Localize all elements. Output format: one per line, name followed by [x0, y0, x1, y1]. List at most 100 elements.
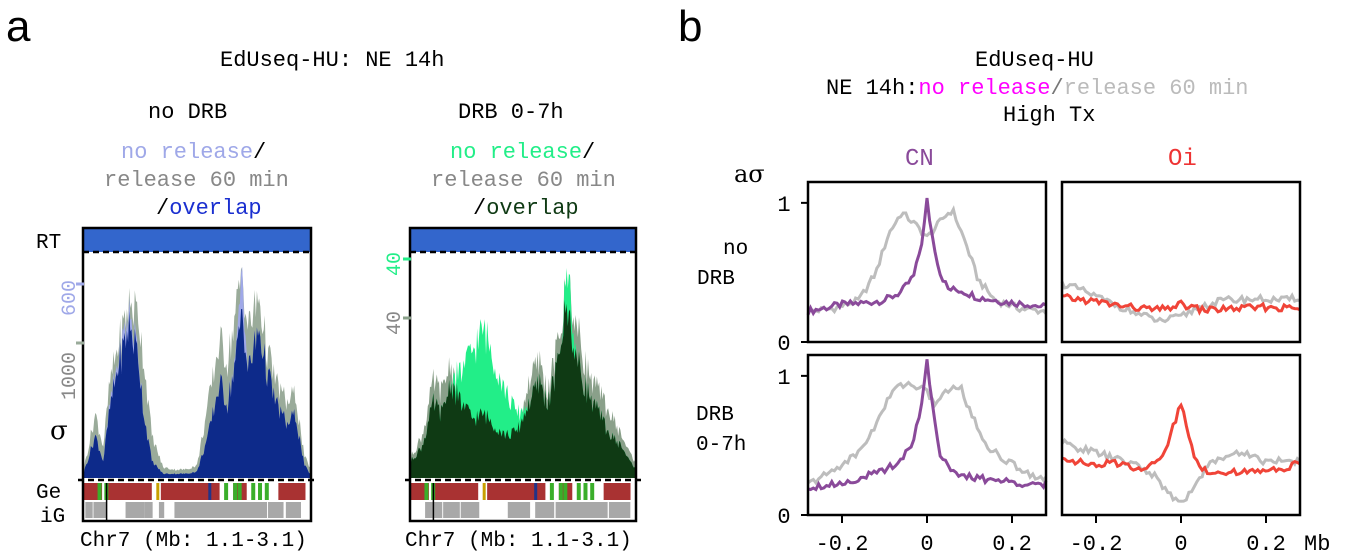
intergenic-block: [174, 502, 187, 518]
y-tick-label: 0: [777, 505, 790, 530]
plot-frame: [408, 226, 638, 523]
intergenic-block: [591, 502, 598, 518]
line-no-release: [806, 197, 1047, 317]
gene-block: [106, 483, 152, 500]
line-release-60min: [1060, 437, 1301, 503]
intergenic-block: [555, 502, 560, 518]
intergenic-block: [231, 502, 242, 518]
gene-green-mark: [97, 483, 102, 500]
gene-green-mark: [233, 483, 238, 500]
panel-b-ylabel: aσ: [734, 160, 765, 188]
legend-separator: /: [582, 140, 596, 165]
plot-frame: [81, 226, 313, 523]
y-tick-label: 0: [777, 332, 790, 357]
panel-a-right-condition: DRB 0-7h: [458, 100, 564, 125]
intergenic-block: [537, 502, 543, 518]
column-title-cn: CN: [905, 146, 934, 173]
area-series: [411, 268, 635, 478]
plot-frame: [1060, 180, 1302, 344]
area-overlap: [411, 299, 635, 478]
intergenic-block: [158, 502, 165, 518]
tick-label-600: 600: [59, 280, 82, 316]
gene-green-mark: [237, 483, 242, 500]
gene-yellow-mark: [482, 483, 486, 500]
line-no-release: [1061, 402, 1301, 477]
gene-green-mark: [576, 483, 581, 500]
line-no-release: [1062, 293, 1301, 316]
gene-green-mark: [558, 483, 563, 500]
panel-letter-a: a: [6, 2, 31, 51]
row-label-ge: Ge: [36, 482, 62, 505]
panel-a-right-xlabel: Chr7 (Mb: 1.1-3.1): [405, 530, 632, 553]
panel-a-right-legend-row3: /overlap: [473, 196, 579, 221]
intergenic-block: [517, 502, 521, 518]
gene-green-mark: [563, 483, 568, 500]
row-label-no-drb-1: no: [723, 238, 749, 261]
plot-frame: [806, 180, 1048, 344]
panel-a-left-legend-row1: no release/: [121, 140, 266, 165]
x-tick-label: -0.2: [816, 532, 869, 557]
panel-b-subtitle-line3: High Tx: [1003, 103, 1096, 128]
row-label-sigma: σ: [50, 416, 68, 446]
gene-green-mark: [258, 483, 263, 500]
legend-release: release 60 min: [104, 168, 289, 193]
intergenic-block: [601, 502, 608, 518]
panel-b-subtitle: NE 14h:no release/release 60 min: [826, 76, 1249, 101]
subtitle-release: release 60 min: [1063, 76, 1249, 101]
intergenic-block: [546, 502, 554, 518]
intergenic-block: [286, 502, 299, 518]
intergenic-block: [137, 502, 145, 518]
tick-label-40-bottom: 40: [384, 311, 407, 335]
intergenic-block: [427, 502, 443, 518]
panel-a-left-legend-row3: /overlap: [156, 196, 262, 221]
x-tick-label: 0.2: [992, 532, 1032, 557]
row-label-rt: RT: [36, 232, 62, 255]
legend-overlap: overlap: [486, 196, 579, 221]
gene-track: [84, 483, 306, 520]
panel-a-left-plot: 600 1000: [59, 226, 316, 523]
tick-label-40-top: 40: [384, 252, 407, 276]
row-label-no-drb-2: DRB: [697, 268, 735, 291]
subtitle-separator: /: [1050, 76, 1064, 101]
legend-separator: /: [473, 196, 487, 221]
panel-b-plots: 0 1 0 1 -0.2 0 0.2 -0.2 0 0.2 Mb: [777, 180, 1330, 557]
gene-green-mark: [224, 483, 229, 500]
area-overlap: [84, 308, 310, 478]
x-tick-label: 0: [920, 532, 933, 557]
intergenic-block: [93, 502, 107, 518]
gene-green-mark: [424, 483, 429, 500]
intergenic-block: [189, 502, 197, 518]
legend-release: release 60 min: [431, 168, 616, 193]
row-label-drb-2: 0-7h: [696, 434, 747, 457]
legend-no-release: no release: [450, 140, 583, 165]
subtitle-no-release: no release: [918, 76, 1051, 101]
gene-block: [433, 483, 479, 500]
intergenic-block: [146, 502, 150, 518]
panel-a-left-xlabel: Chr7 (Mb: 1.1-3.1): [80, 530, 307, 553]
panel-a-title: EdUseq-HU: NE 14h: [220, 48, 445, 73]
gene-track: [411, 483, 631, 520]
row-label-drb-1: DRB: [696, 404, 734, 427]
intergenic-block: [582, 502, 594, 518]
tick-label-1000: 1000: [59, 352, 82, 400]
intergenic-block: [443, 502, 459, 518]
gene-yellow-mark: [156, 483, 160, 500]
gene-green-mark: [251, 483, 256, 500]
intergenic-block: [85, 502, 91, 518]
gene-green-mark: [590, 483, 595, 500]
intergenic-block: [514, 502, 518, 518]
panel-a-right-plot: 40 40: [384, 226, 641, 523]
plot-frame: [1060, 353, 1302, 517]
panel-a-right-legend-row1: no release/: [450, 140, 595, 165]
x-tick-label: -0.2: [1070, 532, 1123, 557]
gene-blue-mark: [534, 483, 538, 500]
y-tick-label: 1: [777, 366, 790, 391]
y-tick-label: 1: [777, 193, 790, 218]
gene-block: [603, 483, 631, 500]
legend-overlap: overlap: [169, 196, 262, 221]
x-tick-label: 0: [1174, 532, 1187, 557]
panel-a-left-condition: no DRB: [148, 100, 228, 125]
intergenic-block: [516, 502, 527, 518]
rt-bar: [410, 228, 636, 252]
